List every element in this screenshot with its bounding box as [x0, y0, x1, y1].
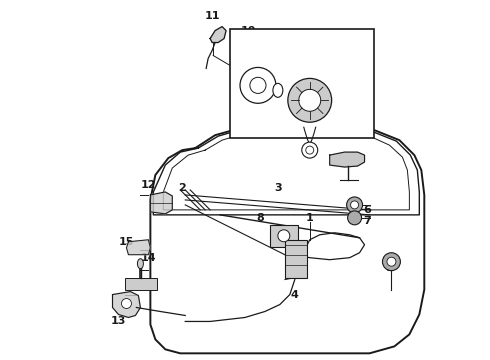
Circle shape: [240, 67, 276, 103]
Circle shape: [299, 89, 321, 111]
Circle shape: [250, 77, 266, 94]
Text: 5: 5: [291, 253, 298, 263]
Polygon shape: [330, 152, 365, 167]
Text: 10: 10: [240, 26, 256, 36]
Ellipse shape: [137, 259, 144, 269]
Circle shape: [302, 142, 318, 158]
Circle shape: [122, 298, 131, 309]
Text: 12: 12: [141, 180, 156, 190]
Text: 7: 7: [364, 216, 371, 226]
Text: 14: 14: [141, 253, 156, 263]
Text: 2: 2: [178, 183, 186, 193]
Circle shape: [346, 197, 363, 213]
Text: 15: 15: [119, 237, 134, 247]
Text: 8: 8: [256, 213, 264, 223]
Polygon shape: [210, 27, 226, 42]
Circle shape: [383, 253, 400, 271]
Circle shape: [350, 201, 359, 209]
Text: 3: 3: [274, 183, 282, 193]
Ellipse shape: [273, 84, 283, 97]
Circle shape: [306, 146, 314, 154]
Circle shape: [387, 257, 396, 266]
Circle shape: [347, 211, 362, 225]
Polygon shape: [126, 240, 150, 255]
Text: 11: 11: [204, 11, 220, 21]
Text: 1: 1: [306, 213, 314, 223]
Circle shape: [288, 78, 332, 122]
Text: 13: 13: [111, 316, 126, 327]
Bar: [230, 28, 374, 138]
Text: 6: 6: [364, 205, 371, 215]
Polygon shape: [150, 192, 172, 214]
Text: 9: 9: [386, 263, 393, 273]
Polygon shape: [113, 292, 141, 318]
Bar: [270, 225, 298, 247]
Bar: [125, 278, 157, 289]
Bar: [285, 240, 307, 278]
Circle shape: [278, 230, 290, 242]
Text: 4: 4: [291, 289, 299, 300]
